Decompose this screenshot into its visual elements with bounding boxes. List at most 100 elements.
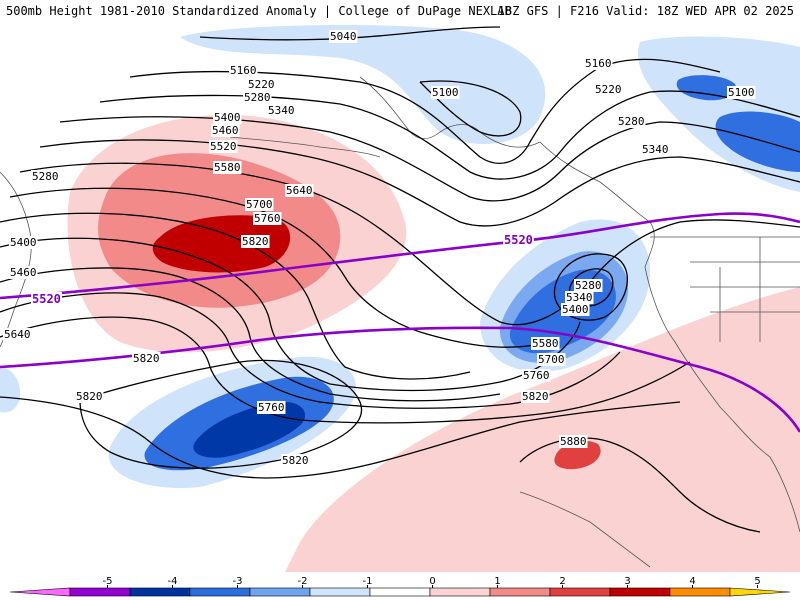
colorbar-tick-label: -1 xyxy=(363,576,373,587)
label-halo xyxy=(727,86,756,99)
anomaly-negative-3-northeast xyxy=(715,111,800,172)
model-valid-time: 18Z GFS | F216 Valid: 18Z WED APR 02 202… xyxy=(497,4,794,18)
colorbar-tick-label: 5 xyxy=(754,576,760,587)
header-bar: 500mb Height 1981-2010 Standardized Anom… xyxy=(0,0,800,22)
contour-5820 xyxy=(79,359,363,469)
colorbar-tick-label: -2 xyxy=(298,576,308,587)
coastline-asia xyxy=(0,171,32,348)
coastlines xyxy=(0,76,800,568)
label-5760-east: 5760 xyxy=(523,369,550,382)
contour-5820-outer xyxy=(0,396,681,479)
colorbar-tick-label: 3 xyxy=(624,576,630,587)
label-5580: 5580 xyxy=(214,161,241,174)
label-5580-low: 5580 xyxy=(532,337,559,350)
label-halo xyxy=(594,83,623,96)
colorbar-segment xyxy=(129,587,191,597)
label-5100-ne: 5100 xyxy=(728,86,755,99)
label-5340: 5340 xyxy=(268,104,295,117)
state-border-grid xyxy=(650,236,800,342)
coastline-us-west xyxy=(644,266,771,458)
label-halo xyxy=(213,161,242,174)
colorbar-tick-label: 4 xyxy=(689,576,695,587)
label-5460: 5460 xyxy=(212,124,239,137)
label-halo xyxy=(559,435,588,448)
label-5700-low: 5700 xyxy=(538,353,565,366)
reference-label-west: 5520 xyxy=(32,292,61,306)
colorbar-segment xyxy=(489,587,551,597)
label-halo xyxy=(641,143,670,156)
label-5880: 5880 xyxy=(560,435,587,448)
colorbar-tick-label: 2 xyxy=(559,576,565,587)
colorbar-segment xyxy=(429,587,491,597)
label-halo xyxy=(209,140,238,153)
coastline-aleutian-chain xyxy=(229,136,381,158)
colorbar-segment xyxy=(189,587,251,597)
label-halo xyxy=(213,111,242,124)
colorbar-tick-label: 1 xyxy=(494,576,500,587)
anomaly-positive-3-west xyxy=(152,215,291,273)
label-halo xyxy=(9,236,38,249)
label-5280-low: 5280 xyxy=(575,279,602,292)
contour-5880 xyxy=(519,437,761,533)
label-5640-west: 5640 xyxy=(4,328,31,341)
anomaly-map: 5040 5100 5100 5160 5160 5220 5220 5280 … xyxy=(0,22,800,572)
label-5340-ne: 5340 xyxy=(642,143,669,156)
label-5460-west: 5460 xyxy=(10,266,37,279)
label-halo xyxy=(531,337,560,350)
colorbar-segments xyxy=(9,587,791,597)
label-5640: 5640 xyxy=(286,184,313,197)
label-5760: 5760 xyxy=(254,212,281,225)
label-halo xyxy=(243,91,272,104)
label-5220-ne: 5220 xyxy=(595,83,622,96)
label-halo xyxy=(253,212,282,225)
colorbar-segment xyxy=(669,587,731,597)
label-5040: 5040 xyxy=(330,30,357,43)
contour-5580 xyxy=(0,237,581,392)
label-5400-west: 5400 xyxy=(10,236,37,249)
colorbar-segment xyxy=(9,587,71,597)
coastline-mexico xyxy=(519,491,651,568)
label-5340-low: 5340 xyxy=(566,291,593,304)
coastline-baja xyxy=(769,456,800,533)
colorbar-tick-label: -5 xyxy=(103,576,113,587)
label-halo xyxy=(3,328,32,341)
label-halo xyxy=(31,170,60,183)
colorbar-ticks: -5 -4 -3 -2 -1 0 1 2 3 4 5 xyxy=(103,576,761,588)
colorbar-tick-label: -3 xyxy=(233,576,243,587)
coastline-alaska xyxy=(359,76,541,148)
label-5100: 5100 xyxy=(432,86,459,99)
colorbar-segment xyxy=(69,587,131,597)
colorbar-tick-label: -4 xyxy=(168,576,178,587)
label-halo xyxy=(31,292,62,306)
label-5820-sw: 5820 xyxy=(76,390,103,403)
contour-5520 xyxy=(0,212,471,380)
label-halo xyxy=(267,104,296,117)
reference-label-east: 5520 xyxy=(504,233,533,247)
label-5400-low: 5400 xyxy=(562,303,589,316)
colorbar-segment xyxy=(249,587,311,597)
label-halo xyxy=(521,390,550,403)
label-5820-s: 5820 xyxy=(282,454,309,467)
label-5820-e: 5820 xyxy=(522,390,549,403)
contour-5040 xyxy=(199,26,501,41)
label-halo xyxy=(132,352,161,365)
label-halo xyxy=(574,279,603,292)
label-5520: 5520 xyxy=(210,140,237,153)
label-5160-ne: 5160 xyxy=(585,57,612,70)
colorbar: -5 -4 -3 -2 -1 0 1 2 3 4 5 xyxy=(9,576,791,597)
label-5220: 5220 xyxy=(248,78,275,91)
label-halo xyxy=(245,198,274,211)
coastline-canada-west xyxy=(539,141,655,268)
colorbar-segment xyxy=(369,587,431,597)
contour-5460 xyxy=(9,187,541,348)
colorbar-segment xyxy=(309,587,371,597)
colorbar-segment xyxy=(549,587,611,597)
contour-5100 xyxy=(419,80,522,137)
label-halo xyxy=(229,64,258,77)
label-halo xyxy=(565,291,594,304)
label-5280-ne: 5280 xyxy=(618,115,645,128)
reference-contour-north xyxy=(0,212,800,300)
label-5400: 5400 xyxy=(214,111,241,124)
label-5280-west: 5280 xyxy=(32,170,59,183)
label-halo xyxy=(584,57,613,70)
